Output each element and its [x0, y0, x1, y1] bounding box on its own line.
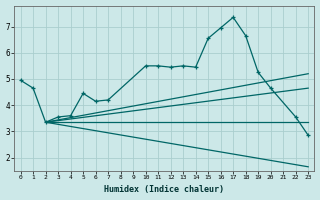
X-axis label: Humidex (Indice chaleur): Humidex (Indice chaleur) — [104, 185, 224, 194]
